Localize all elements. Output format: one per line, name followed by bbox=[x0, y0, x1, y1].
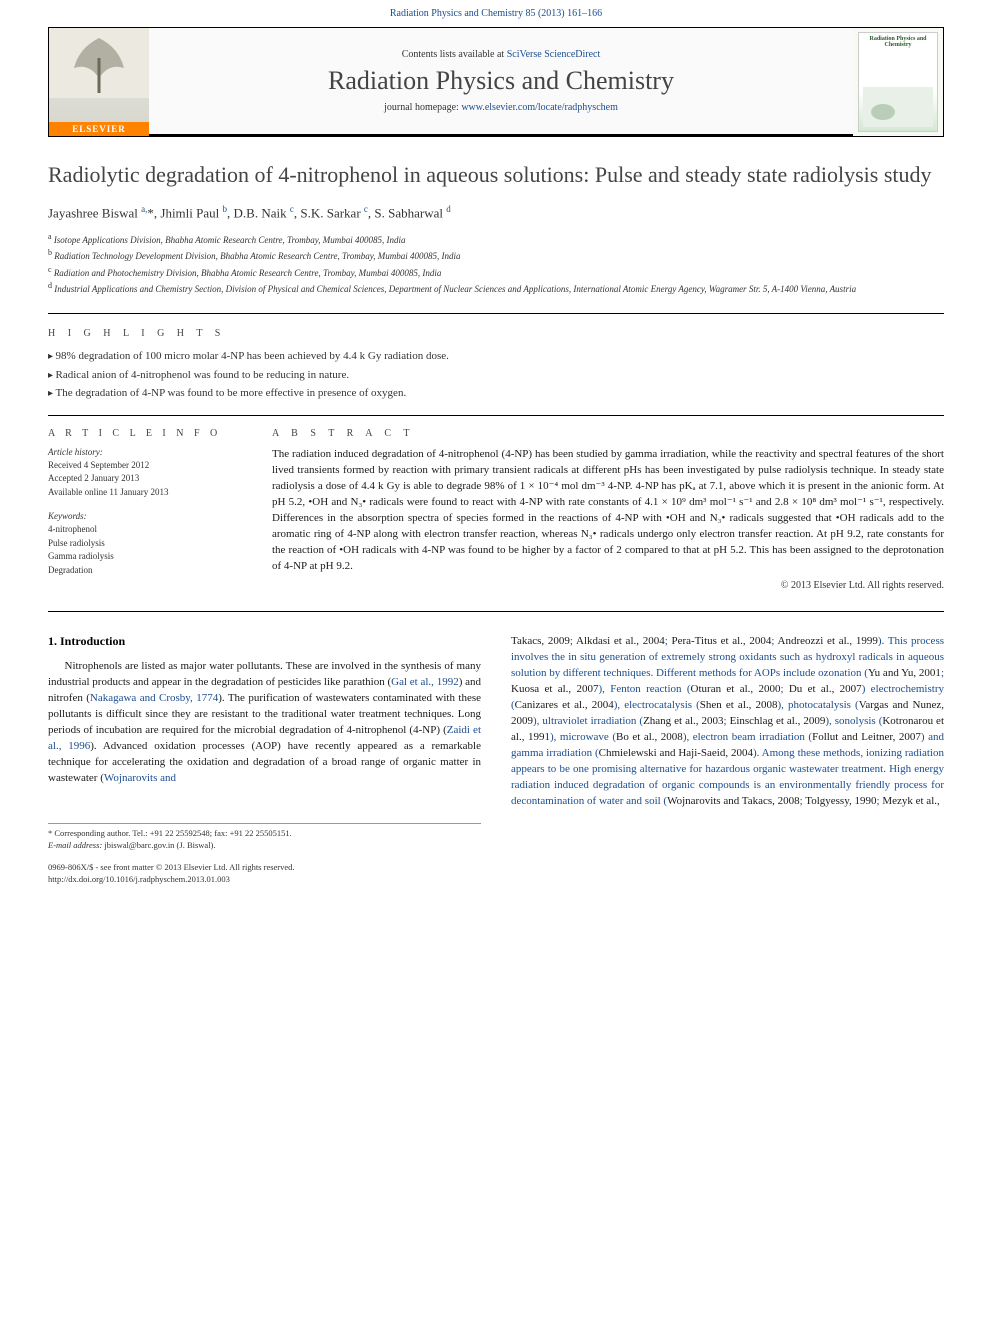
citation-ref[interactable]: ; bbox=[724, 715, 730, 727]
article-info-label: A R T I C L E I N F O bbox=[48, 428, 248, 439]
citation-ref[interactable]: ; bbox=[570, 635, 576, 647]
citation-ref[interactable]: ; bbox=[800, 795, 806, 807]
body-columns: 1. Introduction Nitrophenols are listed … bbox=[48, 634, 944, 885]
journal-cover-thumb: Radiation Physics and Chemistry bbox=[853, 28, 943, 136]
doi-line: http://dx.doi.org/10.1016/j.radphyschem.… bbox=[48, 874, 481, 886]
highlight-item: 98% degradation of 100 micro molar 4-NP … bbox=[48, 347, 944, 366]
cover-thumb-title: Radiation Physics and Chemistry bbox=[862, 36, 934, 48]
homepage-line: journal homepage: www.elsevier.com/locat… bbox=[384, 102, 618, 113]
citation-ref[interactable]: ; bbox=[877, 795, 883, 807]
citation-link[interactable]: Radiation Physics and Chemistry 85 (2013… bbox=[390, 8, 602, 19]
elsevier-tree-icon bbox=[49, 28, 149, 122]
citation-ref[interactable]: ), ultraviolet irradiation ( bbox=[533, 715, 643, 727]
publisher-name: ELSEVIER bbox=[49, 122, 149, 136]
body-column-right: Takacs, 2009; Alkdasi et al., 2004; Pera… bbox=[511, 634, 944, 885]
highlight-item: The degradation of 4-NP was found to be … bbox=[48, 384, 944, 403]
abstract-text: The radiation induced degradation of 4-n… bbox=[272, 447, 944, 575]
citation-ref[interactable]: ), sonolysis ( bbox=[825, 715, 882, 727]
homepage-prefix: journal homepage: bbox=[384, 102, 461, 113]
citation-ref[interactable]: ; bbox=[665, 635, 672, 647]
citation-ref[interactable]: ; bbox=[780, 683, 788, 695]
journal-header-box: ELSEVIER Contents lists available at Sci… bbox=[48, 27, 944, 137]
corresponding-footnote: * Corresponding author. Tel.: +91 22 255… bbox=[48, 823, 481, 852]
citation-ref[interactable]: ; bbox=[771, 635, 777, 647]
journal-name: Radiation Physics and Chemistry bbox=[328, 66, 674, 96]
citation-ref[interactable]: Nakagawa and Crosby, 1774 bbox=[90, 692, 218, 704]
header-center: Contents lists available at SciVerse Sci… bbox=[149, 28, 853, 136]
homepage-url[interactable]: www.elsevier.com/locate/radphyschem bbox=[461, 102, 618, 113]
footnote-email-label: E-mail address: bbox=[48, 840, 102, 850]
contents-prefix: Contents lists available at bbox=[402, 49, 507, 60]
citation-header: Radiation Physics and Chemistry 85 (2013… bbox=[0, 0, 992, 23]
keywords-label: Keywords: bbox=[48, 511, 248, 521]
issn-line: 0969-806X/$ - see front matter © 2013 El… bbox=[48, 862, 481, 874]
history-dates: Received 4 September 2012Accepted 2 Janu… bbox=[48, 459, 248, 500]
publisher-logo-block: ELSEVIER bbox=[49, 28, 149, 136]
citation-ref[interactable]: ; bbox=[941, 667, 944, 679]
abstract-column: A B S T R A C T The radiation induced de… bbox=[272, 428, 944, 592]
citation-ref[interactable]: ), Fenton reaction ( bbox=[598, 683, 690, 695]
citation-ref[interactable]: ) electrochemistry ( bbox=[511, 683, 944, 711]
citation-ref[interactable]: ). This process involves the in situ gen… bbox=[511, 635, 944, 679]
keywords-list: 4-nitrophenolPulse radiolysisGamma radio… bbox=[48, 523, 248, 577]
divider-thick bbox=[48, 611, 944, 612]
highlight-item: Radical anion of 4-nitrophenol was found… bbox=[48, 366, 944, 385]
footnote-corresponding: * Corresponding author. Tel.: +91 22 255… bbox=[48, 828, 481, 840]
citation-ref[interactable]: ), microwave ( bbox=[550, 731, 616, 743]
intro-paragraph-right: Takacs, 2009; Alkdasi et al., 2004; Pera… bbox=[511, 634, 944, 809]
citation-ref[interactable]: Gal et al., 1992 bbox=[391, 676, 459, 688]
sciencedirect-link[interactable]: SciVerse ScienceDirect bbox=[507, 49, 601, 60]
affiliation-list: a Isotope Applications Division, Bhabha … bbox=[48, 231, 944, 297]
citation-ref[interactable]: ), electrocatalysis ( bbox=[614, 699, 700, 711]
citation-ref[interactable]: Zaidi et al., 1996 bbox=[48, 724, 481, 752]
abstract-label: A B S T R A C T bbox=[272, 428, 944, 439]
divider bbox=[48, 415, 944, 416]
article-info-column: A R T I C L E I N F O Article history: R… bbox=[48, 428, 248, 592]
highlights-label: H I G H L I G H T S bbox=[48, 328, 944, 339]
abstract-copyright: © 2013 Elsevier Ltd. All rights reserved… bbox=[272, 580, 944, 591]
copyright-footer: 0969-806X/$ - see front matter © 2013 El… bbox=[48, 862, 481, 886]
history-label: Article history: bbox=[48, 447, 248, 457]
footnote-email: jbiswal@barc.gov.in (J. Biswal). bbox=[104, 840, 215, 850]
article-title: Radiolytic degradation of 4-nitrophenol … bbox=[48, 161, 944, 190]
citation-ref[interactable]: ), photocatalysis ( bbox=[777, 699, 858, 711]
citation-ref[interactable]: ), electron beam irradiation ( bbox=[683, 731, 812, 743]
section-heading-intro: 1. Introduction bbox=[48, 634, 481, 649]
intro-paragraph-left: Nitrophenols are listed as major water p… bbox=[48, 659, 481, 787]
contents-line: Contents lists available at SciVerse Sci… bbox=[402, 49, 601, 60]
citation-ref[interactable]: Wojnarovits and bbox=[104, 772, 176, 784]
divider bbox=[48, 313, 944, 314]
body-column-left: 1. Introduction Nitrophenols are listed … bbox=[48, 634, 481, 885]
highlights-list: 98% degradation of 100 micro molar 4-NP … bbox=[48, 347, 944, 403]
author-list: Jayashree Biswal a,*, Jhimli Paul b, D.B… bbox=[48, 204, 944, 221]
